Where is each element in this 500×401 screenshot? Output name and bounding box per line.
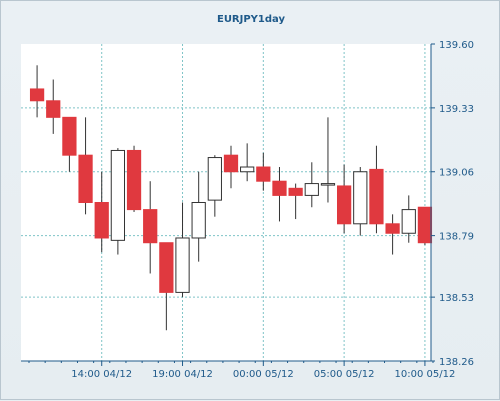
candle — [353, 167, 368, 236]
candle-body — [336, 185, 352, 225]
x-tick-label: 00:00 05/12 — [233, 369, 294, 380]
candle-body — [256, 166, 271, 182]
candle-body — [288, 187, 303, 196]
candle-body — [272, 180, 287, 196]
candle-body — [240, 166, 255, 173]
candle — [110, 148, 126, 255]
candle-body — [78, 154, 93, 204]
candle-body — [385, 223, 400, 234]
candle — [94, 171, 109, 253]
candle-body — [401, 209, 416, 234]
candles — [29, 65, 433, 331]
candle-body — [207, 157, 222, 201]
candle — [29, 65, 45, 118]
candle — [320, 117, 336, 203]
y-tick-label: 138.26 — [439, 357, 474, 368]
candle — [159, 242, 174, 331]
candle — [256, 152, 271, 191]
candle — [223, 145, 239, 189]
candle — [288, 183, 303, 220]
candle-body — [353, 171, 368, 225]
candle-body — [369, 168, 384, 225]
candle — [62, 116, 77, 172]
candle-body — [417, 206, 433, 244]
y-axis-ticks: 139.60 139.33 139.06 138.79 138.53 138.26 — [431, 40, 474, 368]
candle — [385, 214, 400, 255]
candle-body — [29, 88, 45, 102]
y-tick-label: 139.06 — [439, 168, 474, 179]
candle — [175, 202, 190, 298]
candle-body — [320, 183, 336, 186]
candle — [46, 79, 61, 134]
y-tick-label: 138.53 — [439, 293, 474, 304]
candle — [191, 171, 206, 262]
candle-body — [223, 154, 239, 173]
y-tick-label: 139.60 — [439, 40, 474, 51]
candle — [417, 206, 433, 246]
candle — [401, 195, 416, 243]
x-tick-label: 19:00 04/12 — [152, 369, 213, 380]
x-tick-label: 05:00 05/12 — [314, 369, 375, 380]
candle — [78, 117, 93, 215]
candle-body — [62, 116, 77, 156]
axes — [21, 44, 432, 362]
chart-title: EURJPY1day — [217, 14, 285, 25]
candle-body — [46, 100, 61, 118]
candle — [240, 143, 255, 182]
y-tick-label: 138.79 — [439, 232, 474, 243]
x-tick-label: 14:00 04/12 — [71, 369, 132, 380]
candle-body — [159, 242, 174, 293]
candle-body — [191, 202, 206, 239]
candle-body — [126, 149, 142, 211]
candle — [272, 167, 287, 222]
candle — [304, 162, 319, 208]
candle — [369, 145, 384, 234]
candle — [126, 145, 142, 212]
candle-body — [143, 209, 158, 244]
x-axis-ticks: 14:00 04/12 19:00 04/12 00:00 05/12 05:00 0… — [28, 361, 456, 380]
candle — [143, 181, 158, 274]
candle — [207, 155, 222, 217]
x-tick-label: 10:00 05/12 — [395, 369, 456, 380]
candle — [336, 164, 352, 234]
candle-body — [110, 149, 126, 241]
candle-body — [304, 183, 319, 196]
y-tick-label: 139.33 — [439, 104, 474, 115]
candle-body — [175, 237, 190, 293]
candle-body — [94, 202, 109, 239]
